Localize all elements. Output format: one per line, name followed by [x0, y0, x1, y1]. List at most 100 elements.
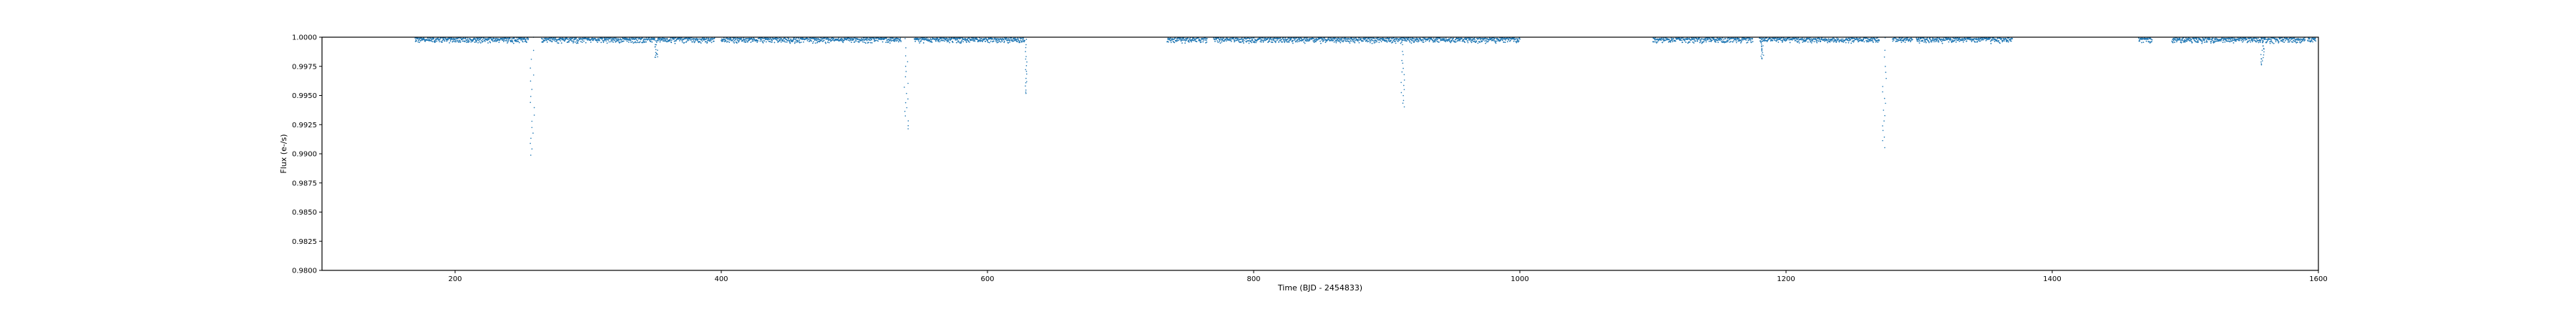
flux-point [1728, 37, 1730, 39]
flux-point [2140, 38, 2142, 39]
flux-point [728, 37, 730, 39]
flux-point [1765, 39, 1767, 41]
flux-point [670, 39, 673, 41]
y-tick-label: 0.9950 [292, 92, 317, 100]
flux-point [771, 39, 773, 41]
flux-point [753, 37, 755, 39]
flux-point [1369, 41, 1371, 44]
flux-point [1835, 40, 1838, 42]
flux-point [1817, 37, 1819, 39]
flux-point [1760, 55, 1762, 57]
flux-point [1395, 39, 1397, 41]
flux-point [701, 40, 703, 42]
flux-point [2005, 39, 2007, 40]
flux-point [1297, 39, 1299, 41]
flux-point [1692, 39, 1694, 41]
flux-point [823, 39, 825, 41]
flux-point [1667, 41, 1669, 43]
flux-point [951, 37, 953, 39]
flux-point [799, 39, 801, 41]
flux-point [634, 38, 635, 40]
flux-point [1761, 50, 1762, 52]
flux-point [1795, 38, 1797, 39]
flux-point [929, 39, 931, 41]
flux-point [1874, 38, 1876, 40]
flux-point [434, 39, 436, 41]
flux-point [789, 39, 791, 41]
flux-point [1025, 44, 1027, 46]
flux-point [2291, 38, 2293, 40]
flux-point [1226, 38, 1229, 40]
flux-point [710, 39, 712, 41]
flux-point [2255, 37, 2257, 39]
flux-point [776, 39, 779, 41]
flux-point [867, 38, 869, 40]
flux-point [1883, 109, 1885, 111]
flux-point [1324, 37, 1325, 39]
flux-point [784, 40, 786, 42]
flux-point [1949, 39, 1951, 41]
flux-point [1872, 40, 1874, 42]
flux-point [987, 39, 989, 41]
flux-point [1868, 41, 1870, 43]
flux-point [471, 39, 473, 41]
flux-point [618, 38, 620, 40]
flux-point [1378, 41, 1380, 44]
flux-point [1833, 38, 1835, 40]
flux-point [1441, 37, 1443, 39]
flux-point [1923, 41, 1925, 43]
flux-point [1783, 38, 1785, 40]
flux-point [2292, 37, 2294, 39]
flux-point [1026, 73, 1028, 75]
flux-point [1449, 38, 1451, 40]
flux-point [1726, 41, 1728, 43]
flux-point [620, 41, 622, 43]
flux-point [709, 40, 711, 42]
flux-point [722, 40, 724, 42]
flux-point [1184, 39, 1186, 41]
flux-point [707, 37, 709, 39]
flux-point [1905, 39, 1907, 41]
flux-point [522, 41, 524, 43]
flux-point [479, 42, 482, 44]
flux-point [533, 114, 535, 116]
flux-point [794, 42, 796, 44]
flux-point [786, 39, 788, 41]
flux-point [906, 107, 908, 109]
flux-point [892, 37, 894, 39]
flux-point [1682, 41, 1684, 44]
flux-point [1832, 39, 1834, 41]
flux-point [1752, 38, 1753, 39]
flux-point [1186, 39, 1187, 41]
flux-point [726, 41, 728, 43]
flux-point [1392, 37, 1395, 39]
flux-point [1319, 40, 1321, 42]
flux-point [2311, 38, 2313, 40]
flux-point [1415, 37, 1418, 39]
flux-point [2180, 39, 2181, 41]
flux-point [1694, 40, 1697, 42]
flux-point [615, 38, 618, 40]
flux-point [1007, 39, 1009, 41]
flux-point [598, 39, 600, 41]
flux-point [1025, 56, 1027, 57]
flux-point [2313, 39, 2316, 41]
flux-point [887, 41, 889, 43]
flux-point [416, 38, 419, 40]
flux-point [1878, 39, 1880, 41]
flux-point [1400, 42, 1402, 44]
flux-point [768, 40, 770, 42]
flux-point [2202, 38, 2205, 40]
flux-point [1014, 37, 1016, 39]
flux-point [1931, 37, 1933, 39]
flux-point [1003, 40, 1005, 42]
flux-point [426, 39, 429, 41]
flux-point [990, 40, 992, 42]
flux-point [1702, 41, 1704, 44]
flux-point [2185, 37, 2187, 39]
flux-point [429, 37, 431, 39]
flux-point [602, 40, 605, 42]
flux-point [767, 39, 769, 41]
flux-point [1979, 39, 1981, 40]
flux-point [735, 39, 736, 41]
